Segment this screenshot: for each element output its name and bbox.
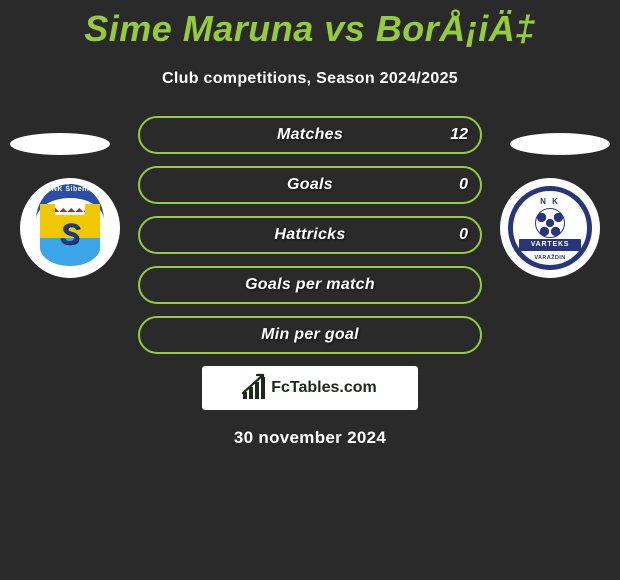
- date-line: 30 november 2024: [0, 428, 620, 448]
- stat-label: Min per goal: [140, 326, 480, 344]
- stat-label: Hattricks: [140, 226, 480, 244]
- stat-value-right: 0: [459, 176, 468, 194]
- arrow-up-icon: [241, 371, 267, 397]
- stat-pill-hattricks: Hattricks 0: [138, 216, 482, 254]
- stat-row: Matches 12: [0, 116, 620, 154]
- stat-pill-goals-per-match: Goals per match: [138, 266, 482, 304]
- stat-row: Goals per match: [0, 266, 620, 304]
- page-title: Sime Maruna vs BorÅ¡iÄ‡: [0, 8, 620, 50]
- comparison-card: Sime Maruna vs BorÅ¡iÄ‡ Club competition…: [0, 8, 620, 580]
- stats-container: Matches 12 Goals 0 Hattricks 0 Goals per…: [0, 116, 620, 354]
- stat-value-right: 0: [459, 226, 468, 244]
- stat-label: Goals per match: [140, 276, 480, 294]
- stat-row: Min per goal: [0, 316, 620, 354]
- site-logo[interactable]: FcTables.com: [202, 366, 418, 410]
- stat-pill-matches: Matches 12: [138, 116, 482, 154]
- stat-label: Matches: [140, 126, 480, 144]
- page-subtitle: Club competitions, Season 2024/2025: [0, 70, 620, 88]
- logo-text: FcTables.com: [271, 379, 377, 397]
- stat-row: Hattricks 0: [0, 216, 620, 254]
- stat-pill-goals: Goals 0: [138, 166, 482, 204]
- stat-row: Goals 0: [0, 166, 620, 204]
- stat-label: Goals: [140, 176, 480, 194]
- stat-pill-min-per-goal: Min per goal: [138, 316, 482, 354]
- bar-chart-icon: [243, 377, 265, 399]
- stat-value-right: 12: [450, 126, 468, 144]
